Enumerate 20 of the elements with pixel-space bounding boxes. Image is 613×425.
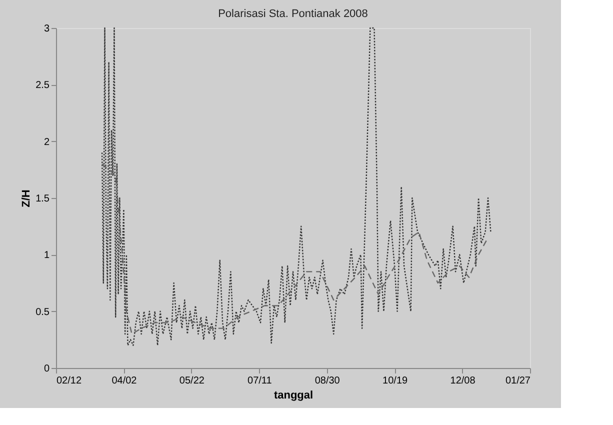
x-tick-label: 01/27 [505, 376, 531, 386]
line-series [101, 163, 489, 335]
y-axis-title: Z/H [20, 190, 33, 208]
x-tick-label: 04/02 [112, 376, 138, 386]
y-tick-label: 1.5 [36, 194, 50, 204]
y-tick-label: 3 [44, 24, 50, 34]
x-tick-label: 10/19 [382, 376, 408, 386]
chart-title: Polarisasi Sta. Pontianak 2008 [218, 8, 368, 20]
x-tick-label: 07/11 [247, 376, 272, 386]
x-tick-label: 08/30 [314, 376, 340, 386]
y-tick-label: 0.5 [36, 306, 50, 318]
y-tick-label: 2 [44, 136, 50, 148]
x-tick-label: 05/22 [179, 376, 205, 386]
y-tick-label: 0 [44, 364, 50, 374]
x-tick-label: 12/08 [450, 376, 476, 386]
y-tick-label: 2.5 [36, 80, 50, 92]
x-axis-title: tanggal [274, 390, 314, 402]
x-tick-label: 02/12 [56, 376, 82, 386]
line-series [101, 27, 492, 346]
y-tick-label: 1 [44, 250, 50, 262]
